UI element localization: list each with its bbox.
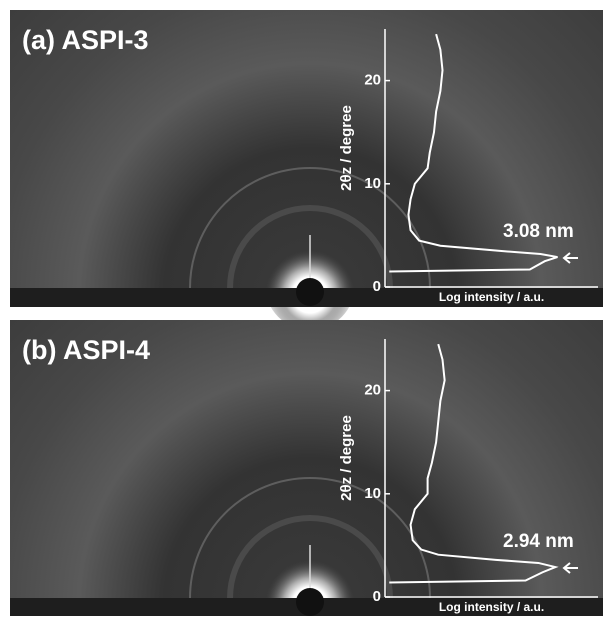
y-tick-label: 10 bbox=[364, 485, 381, 502]
y-axis-label: 2θz / degree bbox=[338, 415, 355, 501]
ring bbox=[227, 515, 393, 599]
panel: (a) ASPI-3 0 10 20 2θz / degree Log intensity… bbox=[10, 10, 603, 330]
arrow bbox=[562, 562, 578, 574]
beamstop bbox=[296, 588, 324, 616]
annotation: 3.08 nm bbox=[503, 221, 574, 242]
profile-line bbox=[389, 343, 559, 584]
y-tick-label: 20 bbox=[364, 72, 381, 89]
beamstop bbox=[296, 278, 324, 306]
x-axis-label: Log intensity / a.u. bbox=[439, 290, 544, 304]
y-tick-label: 20 bbox=[364, 382, 381, 399]
y-tick-label: 0 bbox=[373, 588, 381, 605]
ring bbox=[189, 167, 431, 289]
y-axis-label: 2θz / degree bbox=[338, 105, 355, 191]
title: (a) ASPI-3 bbox=[22, 25, 149, 55]
title: (b) ASPI-4 bbox=[22, 335, 150, 365]
x-axis-label: Log intensity / a.u. bbox=[439, 600, 544, 614]
ring bbox=[227, 205, 393, 289]
y-tick-label: 0 bbox=[373, 278, 381, 295]
panel: (b) ASPI-4 0 10 20 2θz / degree Log intensity… bbox=[10, 320, 603, 621]
profile-line bbox=[389, 33, 558, 273]
annotation: 2.94 nm bbox=[503, 531, 574, 552]
arrow bbox=[562, 252, 578, 264]
y-tick-label: 10 bbox=[364, 175, 381, 192]
